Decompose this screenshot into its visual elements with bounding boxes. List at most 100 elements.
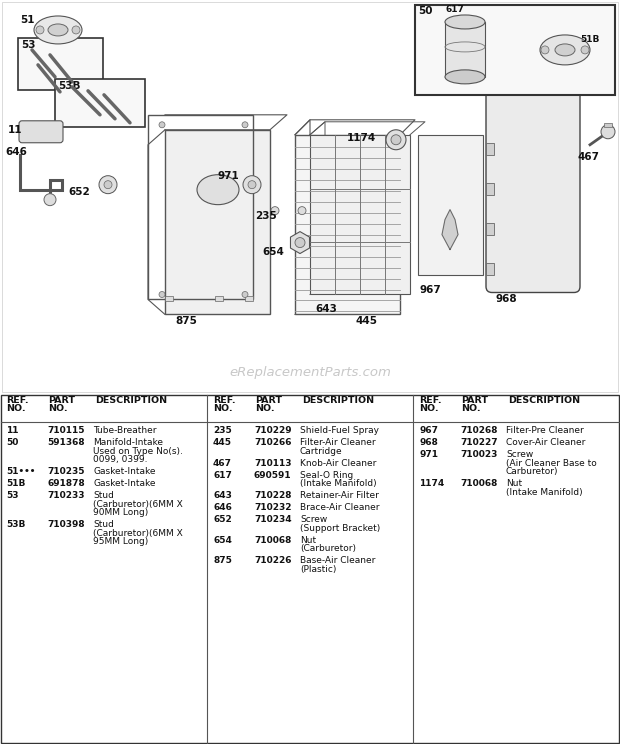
Text: NO.: NO. — [255, 404, 275, 414]
Text: 710229: 710229 — [254, 426, 291, 435]
Text: NO.: NO. — [461, 404, 480, 414]
Bar — [486, 263, 494, 275]
Polygon shape — [310, 122, 325, 295]
Text: 971: 971 — [218, 170, 240, 181]
Polygon shape — [295, 120, 415, 135]
Text: 53B: 53B — [58, 81, 81, 91]
Circle shape — [159, 292, 165, 298]
Ellipse shape — [540, 35, 590, 65]
Text: (Support Bracket): (Support Bracket) — [300, 524, 380, 533]
Text: 710113: 710113 — [254, 459, 291, 468]
Circle shape — [581, 46, 589, 54]
Text: 51B: 51B — [6, 479, 25, 488]
Ellipse shape — [197, 175, 239, 205]
Text: 50: 50 — [418, 6, 433, 16]
Circle shape — [44, 193, 56, 205]
Polygon shape — [295, 120, 310, 315]
Text: Screw: Screw — [506, 450, 533, 459]
Bar — [148, 115, 253, 300]
Bar — [295, 135, 400, 315]
Text: 90MM Long): 90MM Long) — [93, 508, 148, 517]
Text: NO.: NO. — [48, 404, 68, 414]
Bar — [165, 297, 173, 301]
Circle shape — [99, 176, 117, 193]
Text: 967: 967 — [419, 426, 438, 435]
Text: 968: 968 — [496, 295, 518, 304]
Text: Manifold-Intake: Manifold-Intake — [93, 438, 163, 447]
Ellipse shape — [555, 44, 575, 56]
Text: Tube-Breather: Tube-Breather — [93, 426, 156, 435]
Text: (Carburetor): (Carburetor) — [300, 544, 356, 554]
Bar — [310, 135, 410, 295]
Text: 654: 654 — [262, 246, 284, 257]
Text: (Plastic): (Plastic) — [300, 565, 337, 574]
Circle shape — [104, 181, 112, 189]
Text: 968: 968 — [419, 438, 438, 447]
Text: 646: 646 — [5, 147, 27, 157]
Text: 710398: 710398 — [47, 520, 84, 529]
Text: 654: 654 — [213, 536, 232, 545]
Bar — [445, 22, 485, 77]
Text: 50: 50 — [6, 438, 19, 447]
Text: 95MM Long): 95MM Long) — [93, 537, 148, 546]
Text: Nut: Nut — [506, 479, 522, 488]
Text: 710115: 710115 — [47, 426, 84, 435]
Polygon shape — [442, 210, 458, 249]
Ellipse shape — [445, 15, 485, 29]
Polygon shape — [148, 129, 165, 315]
Text: Stud: Stud — [93, 520, 114, 529]
Text: NO.: NO. — [419, 404, 438, 414]
Text: REF.: REF. — [419, 397, 441, 405]
Text: PART: PART — [461, 397, 488, 405]
Text: PART: PART — [255, 397, 282, 405]
Text: 710023: 710023 — [460, 450, 497, 459]
Text: 467: 467 — [578, 152, 600, 161]
Bar — [55, 79, 145, 126]
Circle shape — [242, 292, 248, 298]
Text: 710234: 710234 — [254, 515, 291, 525]
Polygon shape — [165, 115, 287, 129]
Text: Knob-Air Cleaner: Knob-Air Cleaner — [300, 459, 376, 468]
Bar — [486, 222, 494, 234]
Text: 710233: 710233 — [47, 491, 84, 500]
Text: 710068: 710068 — [460, 479, 497, 488]
Circle shape — [386, 129, 406, 150]
Bar — [245, 297, 253, 301]
Circle shape — [242, 122, 248, 128]
Text: (Carburetor)(6MM X: (Carburetor)(6MM X — [93, 500, 183, 509]
Text: 652: 652 — [213, 515, 232, 525]
Ellipse shape — [445, 70, 485, 84]
Text: eReplacementParts.com: eReplacementParts.com — [229, 366, 391, 379]
Text: Cover-Air Cleaner: Cover-Air Cleaner — [506, 438, 585, 447]
Bar — [604, 123, 612, 126]
Text: Shield-Fuel Spray: Shield-Fuel Spray — [300, 426, 379, 435]
Text: Gasket-Intake: Gasket-Intake — [93, 479, 156, 488]
Text: 235: 235 — [255, 211, 277, 221]
Bar — [418, 135, 483, 275]
Text: (Intake Manifold): (Intake Manifold) — [300, 479, 376, 488]
Text: 652: 652 — [68, 187, 90, 196]
Text: 643: 643 — [213, 491, 232, 500]
Text: 51B: 51B — [580, 35, 600, 44]
Circle shape — [243, 176, 261, 193]
Ellipse shape — [48, 24, 68, 36]
Circle shape — [36, 26, 44, 34]
Bar — [18, 38, 103, 90]
Text: Filter-Pre Cleaner: Filter-Pre Cleaner — [506, 426, 584, 435]
Text: Carburetor): Carburetor) — [506, 467, 559, 476]
Text: 617: 617 — [445, 5, 464, 14]
Bar — [486, 183, 494, 195]
Text: 1174: 1174 — [347, 132, 376, 143]
Text: Base-Air Cleaner: Base-Air Cleaner — [300, 557, 375, 565]
Text: 51: 51 — [20, 15, 35, 25]
Text: (Carburetor)(6MM X: (Carburetor)(6MM X — [93, 529, 183, 538]
Text: 710068: 710068 — [254, 536, 291, 545]
Text: 51•••: 51••• — [6, 467, 35, 476]
Bar — [415, 5, 615, 94]
Text: Stud: Stud — [93, 491, 114, 500]
Text: Screw: Screw — [300, 515, 327, 525]
Text: REF.: REF. — [213, 397, 236, 405]
Circle shape — [295, 237, 305, 248]
Circle shape — [72, 26, 80, 34]
Circle shape — [541, 46, 549, 54]
